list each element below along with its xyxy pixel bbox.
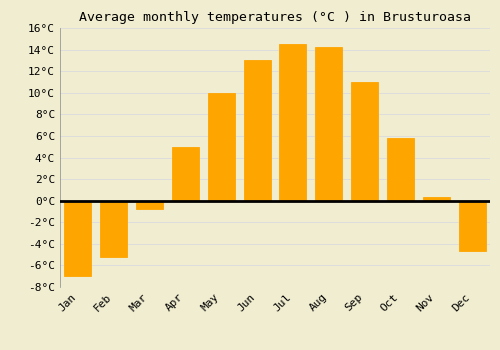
Bar xyxy=(423,197,450,201)
Bar xyxy=(100,201,127,257)
Bar xyxy=(64,201,92,276)
Bar xyxy=(172,147,199,201)
Bar xyxy=(316,48,342,201)
Bar xyxy=(351,82,378,201)
Bar xyxy=(244,60,270,201)
Bar xyxy=(136,201,163,209)
Bar xyxy=(458,201,485,251)
Bar xyxy=(208,93,234,201)
Title: Average monthly temperatures (°C ) in Brusturoasa: Average monthly temperatures (°C ) in Br… xyxy=(79,11,471,24)
Bar xyxy=(280,44,306,201)
Bar xyxy=(387,138,414,201)
